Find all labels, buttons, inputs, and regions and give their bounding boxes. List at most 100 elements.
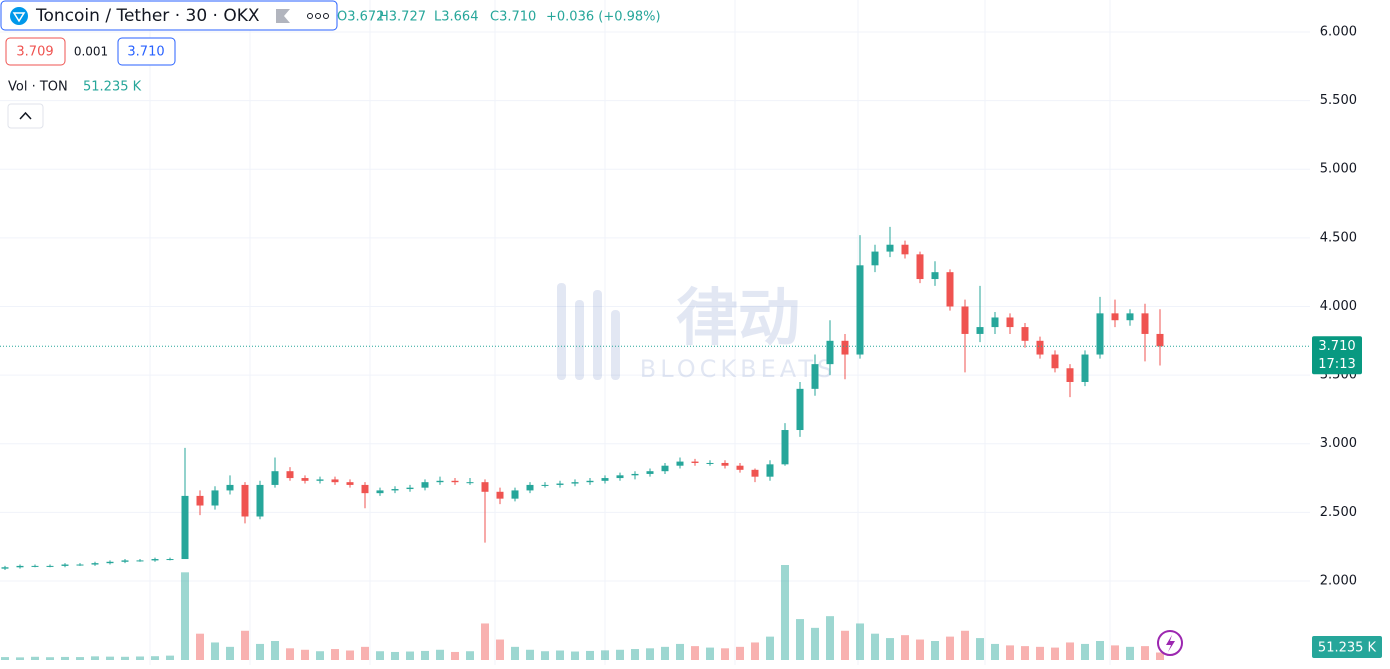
volume-bar [961,630,969,660]
volume-bar [61,656,69,660]
candle-body [151,559,159,561]
candle-body [1081,354,1089,382]
more-dot[interactable] [307,13,313,19]
watermark-name: BLOCKBEATS [640,355,836,383]
volume-bar [916,639,924,660]
volume-bar [466,651,474,660]
volume-bar [376,651,384,660]
volume-bar [1036,646,1044,660]
volume-bar [826,616,834,660]
watermark-bar [611,310,620,380]
candle-body [256,484,264,517]
candle-body [676,461,684,466]
time-grid [149,0,1111,665]
volume-bar [316,651,324,660]
volume-bar [346,650,354,660]
candle-body [346,482,354,485]
volume-bar [871,633,879,660]
volume-bar [421,650,429,660]
candle-body [61,564,69,566]
volume-bar [901,635,909,660]
candle-body [931,272,939,280]
candles [1,226,1164,571]
bid-box[interactable] [5,37,66,66]
countdown: 17:13 [1318,357,1355,372]
volume-bar [706,647,714,660]
more-dot[interactable] [323,13,329,19]
candle-body [736,465,744,470]
ohlc-high: H3.727 [379,10,426,25]
y-tick-label: 4.500 [1320,230,1357,245]
candle-body [646,471,654,474]
candle-body [406,487,414,490]
volume-bar [781,565,789,660]
symbol-title: Toncoin / Tether · 30 · OKX [35,6,260,26]
volume-bar [451,651,459,660]
candle-body [241,484,249,517]
volume-bar [481,623,489,660]
volume-bar [751,642,759,660]
volume-bar [286,648,294,660]
candle-body [511,490,519,499]
volume-bar [226,646,234,660]
symbol-icon [10,7,28,25]
volume-bar [1066,642,1074,660]
candle-body [271,471,279,485]
candle-body [841,340,849,355]
volume-bar [166,655,174,660]
volume-bar [571,651,579,660]
volume-bar [391,651,399,660]
candle-body [496,491,504,499]
candle-body [751,469,759,477]
ohlc-close: C3.710 [490,10,536,25]
volume-bar [631,649,639,660]
flag-icon[interactable] [276,9,290,23]
y-tick-label: 2.000 [1320,574,1357,589]
volume-bar [91,656,99,660]
volume-bar [526,649,534,660]
ask: 3.710 [127,45,164,60]
volume-bar [31,656,39,660]
candle-body [196,495,204,506]
collapse-icon [19,111,32,120]
candle-body [556,483,564,485]
candle-body [106,561,114,564]
watermark: 律动 BLOCKBEATS [557,281,836,383]
volume-bar [256,643,264,660]
axis-background [1310,0,1390,665]
candle-body [631,473,639,476]
volume-bar [181,572,189,660]
candle-body [721,462,729,466]
candle-body [706,462,714,464]
volume-bar [496,639,504,660]
more-dot[interactable] [315,13,321,19]
volume-bar [1126,646,1134,660]
last-price-label: 3.710 [1318,339,1355,354]
volume-bar [1141,646,1149,660]
candle-body [856,265,864,355]
candle-body [781,430,789,465]
y-tick-label: 5.500 [1320,93,1357,108]
candle-body [76,564,84,566]
candle-body [661,465,669,472]
y-tick-label: 4.000 [1320,299,1357,314]
volume-title: Vol · TON [8,80,68,95]
y-tick-label: 3.000 [1320,436,1357,451]
volume-bar [136,656,144,660]
symbol-box[interactable] [0,0,338,31]
collapse-button[interactable] [7,103,44,129]
volume-bar [661,646,669,660]
volume-bar [436,649,444,660]
volume-bar [811,627,819,660]
spread: 0.001 [74,45,108,59]
bid: 3.709 [16,45,53,60]
volume-bar [541,651,549,660]
volume-bar [1021,646,1029,660]
candle-body [976,327,984,334]
symbol-icon-glyph [12,12,26,23]
volume-bar [241,630,249,660]
volume-bar [676,643,684,660]
ask-box[interactable] [117,37,176,66]
candle-body [226,484,234,491]
